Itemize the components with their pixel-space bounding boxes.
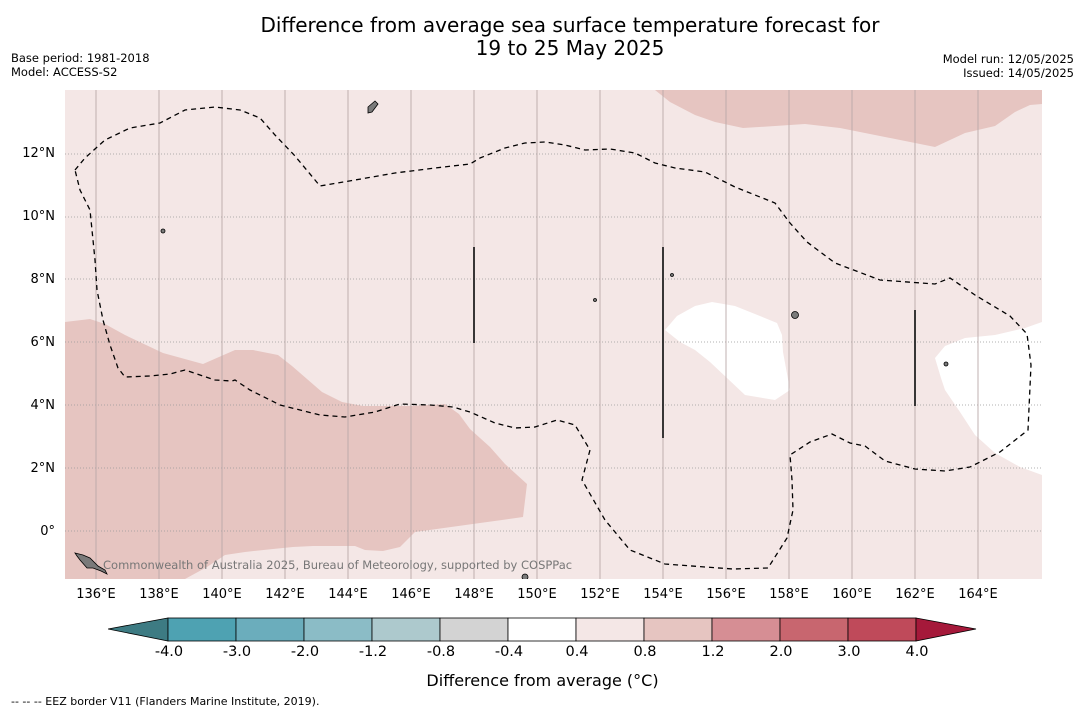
colorbar-extend-high — [915, 617, 977, 642]
colorbar-label-2: -2.0 — [290, 644, 320, 660]
lon-label-150e: 150°E — [517, 587, 557, 602]
meridians — [95, 90, 979, 579]
lat-label-0: 0° — [40, 524, 55, 539]
lon-label-142e: 142°E — [265, 587, 305, 602]
lon-label-158e: 158°E — [769, 587, 809, 602]
island-guam — [367, 100, 379, 114]
colorbar-label-8: 1.2 — [701, 644, 725, 660]
eez-footnote: -- -- -- EEZ border V11 (Flanders Marine… — [11, 695, 320, 708]
map-title: Difference from average sea surface temp… — [0, 14, 1085, 60]
colorbar-label-9: 2.0 — [769, 644, 793, 660]
colorbar-extend-low — [107, 617, 169, 642]
colorbar-bin-8 — [711, 617, 781, 642]
neutral-region-east — [935, 322, 1042, 475]
meta-left: Base period: 1981-2018 Model: ACCESS-S2 — [11, 51, 150, 79]
islands — [74, 100, 949, 579]
meta-right: Model run: 12/05/2025 Issued: 14/05/2025 — [943, 52, 1074, 80]
model-name: Model: ACCESS-S2 — [11, 65, 118, 79]
colorbar-label-4: -0.8 — [426, 644, 456, 660]
lon-label-162e: 162°E — [895, 587, 935, 602]
lon-label-152e: 152°E — [580, 587, 620, 602]
colorbar-label-7: 0.8 — [633, 644, 657, 660]
island-new-guinea — [74, 552, 108, 575]
island-b — [791, 311, 799, 319]
colorbar-label-10: 3.0 — [837, 644, 861, 660]
colorbar-title: Difference from average (°C) — [426, 671, 659, 690]
lat-label-2n: 2°N — [30, 461, 56, 476]
colorbar-label-1: -3.0 — [222, 644, 252, 660]
warm-region-west — [65, 319, 527, 579]
colorbar-bin-7 — [643, 617, 713, 642]
colorbar-bin-0 — [167, 617, 237, 642]
model-run: Model run: 12/05/2025 — [942, 52, 1074, 66]
colorbar-svg — [107, 617, 977, 642]
lat-label-6n: 6°N — [30, 335, 56, 350]
lat-label-4n: 4°N — [30, 398, 56, 413]
island-c — [670, 273, 674, 277]
colorbar-label-5: -0.4 — [494, 644, 524, 660]
warm-region-north — [655, 90, 1042, 147]
graticule — [65, 153, 1042, 532]
colorbar-label-6: 0.4 — [565, 644, 589, 660]
island-f — [521, 573, 529, 579]
colorbar-bins — [167, 617, 917, 642]
colorbar — [107, 615, 978, 645]
lat-label-10n: 10°N — [22, 209, 55, 224]
lon-label-136e: 136°E — [76, 587, 116, 602]
neutral-region-central — [665, 302, 790, 400]
lon-label-140e: 140°E — [202, 587, 242, 602]
base-period: Base period: 1981-2018 — [11, 51, 150, 65]
colorbar-bin-2 — [303, 617, 373, 642]
title-line-1: Difference from average sea surface temp… — [260, 13, 880, 37]
lon-label-146e: 146°E — [391, 587, 431, 602]
colorbar-label-0: -4.0 — [154, 644, 184, 660]
lon-label-156e: 156°E — [706, 587, 746, 602]
colorbar-bin-10 — [847, 617, 917, 642]
island-e — [943, 361, 949, 367]
lon-label-154e: 154°E — [643, 587, 683, 602]
colorbar-bin-5 — [507, 617, 577, 642]
colorbar-bin-9 — [779, 617, 849, 642]
colorbar-label-11: 4.0 — [905, 644, 929, 660]
colorbar-bin-6 — [575, 617, 645, 642]
eez-borders — [74, 106, 1032, 570]
island-d — [593, 298, 597, 302]
lon-label-138e: 138°E — [139, 587, 179, 602]
lat-label-8n: 8°N — [30, 272, 56, 287]
colorbar-bin-3 — [371, 617, 441, 642]
map-panel — [65, 90, 1042, 579]
island-a — [160, 228, 166, 234]
lon-label-148e: 148°E — [454, 587, 494, 602]
lon-label-160e: 160°E — [832, 587, 872, 602]
colorbar-bin-1 — [235, 617, 305, 642]
map-svg — [65, 90, 1042, 579]
title-line-2: 19 to 25 May 2025 — [475, 36, 665, 60]
lon-label-144e: 144°E — [328, 587, 368, 602]
lon-label-164e: 164°E — [958, 587, 998, 602]
issued-date: Issued: 14/05/2025 — [963, 66, 1074, 80]
lat-label-12n: 12°N — [22, 146, 55, 161]
border-segments — [473, 247, 916, 438]
colorbar-bin-4 — [439, 617, 509, 642]
map-credit: Commonwealth of Australia 2025, Bureau o… — [103, 558, 573, 572]
colorbar-label-3: -1.2 — [358, 644, 388, 660]
